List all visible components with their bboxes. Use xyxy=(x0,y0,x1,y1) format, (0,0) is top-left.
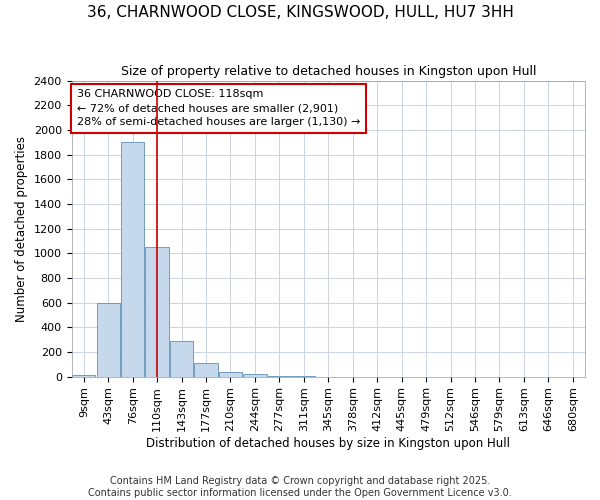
Bar xyxy=(170,341,193,376)
Bar xyxy=(97,302,120,376)
Bar xyxy=(121,142,144,376)
Bar xyxy=(243,374,266,376)
Title: Size of property relative to detached houses in Kingston upon Hull: Size of property relative to detached ho… xyxy=(121,65,536,78)
Text: 36, CHARNWOOD CLOSE, KINGSWOOD, HULL, HU7 3HH: 36, CHARNWOOD CLOSE, KINGSWOOD, HULL, HU… xyxy=(86,5,514,20)
Bar xyxy=(145,247,169,376)
X-axis label: Distribution of detached houses by size in Kingston upon Hull: Distribution of detached houses by size … xyxy=(146,437,510,450)
Text: 36 CHARNWOOD CLOSE: 118sqm
← 72% of detached houses are smaller (2,901)
28% of s: 36 CHARNWOOD CLOSE: 118sqm ← 72% of deta… xyxy=(77,90,360,128)
Bar xyxy=(219,372,242,376)
Y-axis label: Number of detached properties: Number of detached properties xyxy=(15,136,28,322)
Bar xyxy=(194,363,218,376)
Text: Contains HM Land Registry data © Crown copyright and database right 2025.
Contai: Contains HM Land Registry data © Crown c… xyxy=(88,476,512,498)
